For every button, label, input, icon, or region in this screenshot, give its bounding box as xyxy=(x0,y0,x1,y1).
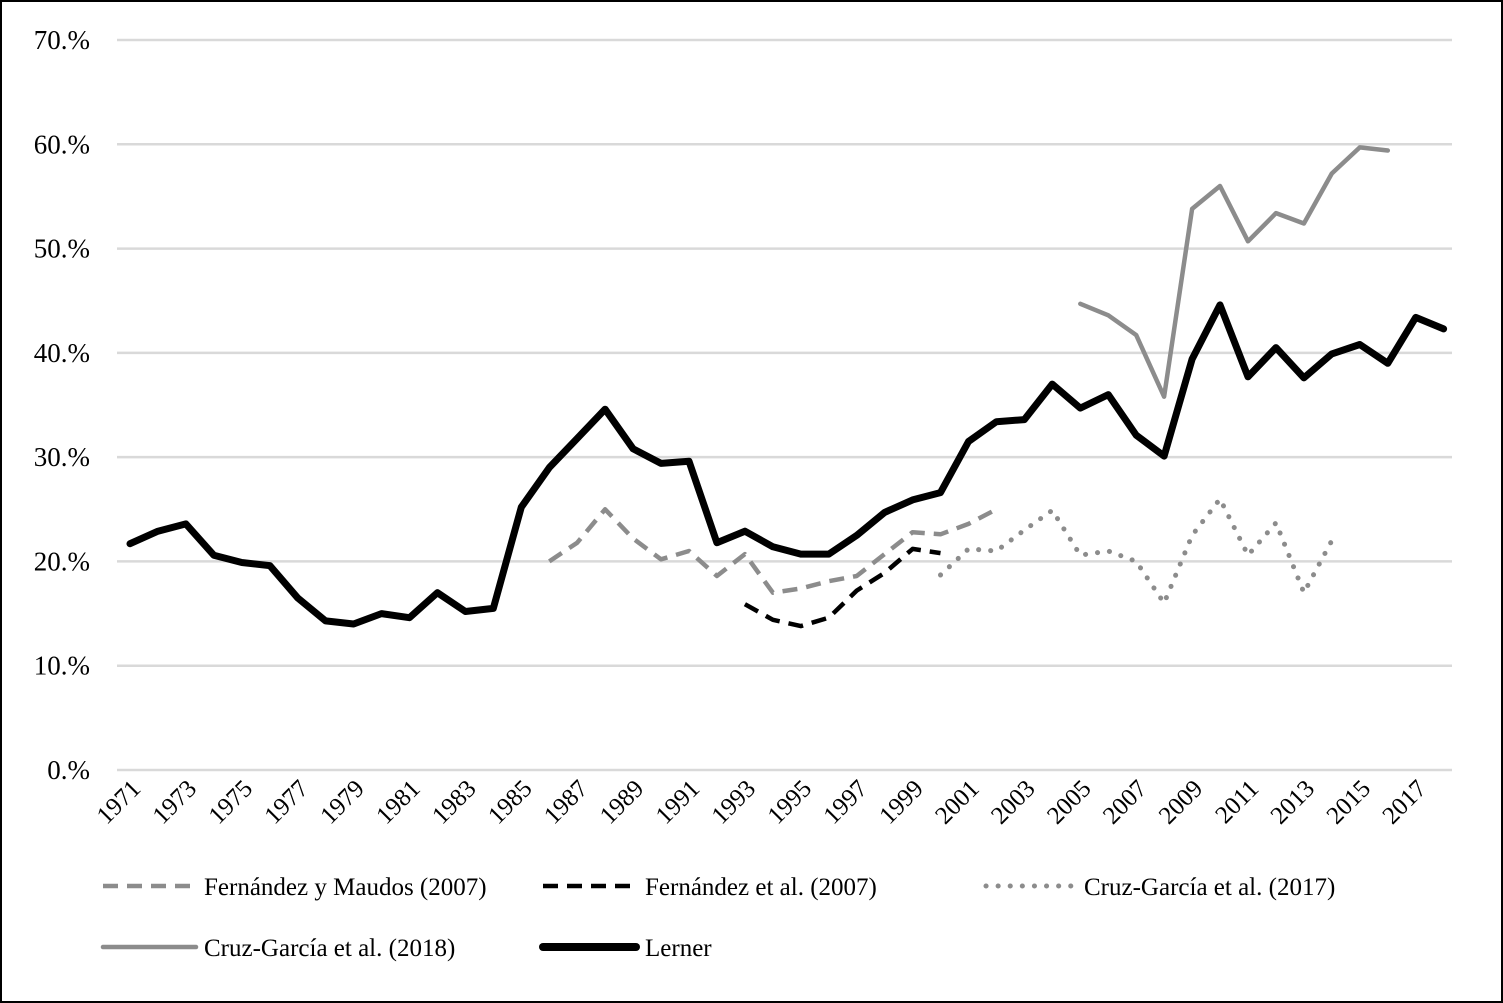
series-line-4 xyxy=(1078,145,1391,399)
x-tick-label: 1973 xyxy=(148,775,202,829)
x-tick-label: 1979 xyxy=(315,775,369,829)
y-tick-label: 10.% xyxy=(34,651,90,681)
x-tick-label: 1971 xyxy=(92,775,146,829)
series-lines xyxy=(126,145,1448,629)
x-tick-label: 1999 xyxy=(874,775,928,829)
series-line-3 xyxy=(938,496,1335,606)
series-line-5 xyxy=(126,301,1448,628)
y-tick-label: 20.% xyxy=(34,546,90,576)
x-tick-label: 2015 xyxy=(1322,775,1376,829)
x-tick-label: 1983 xyxy=(427,775,481,829)
x-tick-label: 1997 xyxy=(818,775,872,829)
x-tick-label: 1985 xyxy=(483,775,537,829)
series-line-2 xyxy=(743,546,941,629)
gridlines xyxy=(117,38,1452,772)
y-tick-label: 50.% xyxy=(34,234,90,264)
legend: Fernández y Maudos (2007) Fernández et al… xyxy=(100,874,1335,962)
y-tick-label: 30.% xyxy=(34,442,90,472)
y-tick-label: 60.% xyxy=(34,129,90,159)
legend-label-5: Lerner xyxy=(645,935,712,962)
x-tick-label: 2009 xyxy=(1154,775,1208,829)
x-tick-label: 1987 xyxy=(539,775,593,829)
y-tick-label: 0.% xyxy=(47,755,90,785)
legend-label-4: Cruz-García et al. (2018) xyxy=(204,935,455,962)
x-tick-label: 2013 xyxy=(1266,775,1320,829)
series-line-1 xyxy=(548,507,998,595)
x-axis-ticks: 1971 1973 1975 1977 1979 1981 1983 1985 1987 1989… xyxy=(92,775,1432,829)
y-tick-label: 40.% xyxy=(34,338,90,368)
x-tick-label: 2017 xyxy=(1377,775,1431,829)
x-tick-label: 2001 xyxy=(930,775,984,829)
x-tick-label: 1991 xyxy=(651,775,705,829)
x-tick-label: 1995 xyxy=(763,775,817,829)
legend-label-3: Cruz-García et al. (2017) xyxy=(1084,874,1335,901)
x-tick-label: 2007 xyxy=(1098,775,1152,829)
legend-label-1: Fernández y Maudos (2007) xyxy=(204,874,487,901)
x-tick-label: 1975 xyxy=(204,775,258,829)
x-tick-label: 1981 xyxy=(371,775,425,829)
x-tick-label: 1993 xyxy=(707,775,761,829)
y-axis-ticks: 0.% 10.% 20.% 30.% 40.% 50.% 60.% 70.% xyxy=(34,25,90,785)
y-tick-label: 70.% xyxy=(34,25,90,55)
x-tick-label: 2005 xyxy=(1042,775,1096,829)
x-tick-label: 2011 xyxy=(1210,775,1264,829)
legend-label-2: Fernández et al. (2007) xyxy=(645,874,877,901)
x-tick-label: 1989 xyxy=(595,775,649,829)
x-tick-label: 2003 xyxy=(986,775,1040,829)
x-tick-label: 1977 xyxy=(259,775,313,829)
